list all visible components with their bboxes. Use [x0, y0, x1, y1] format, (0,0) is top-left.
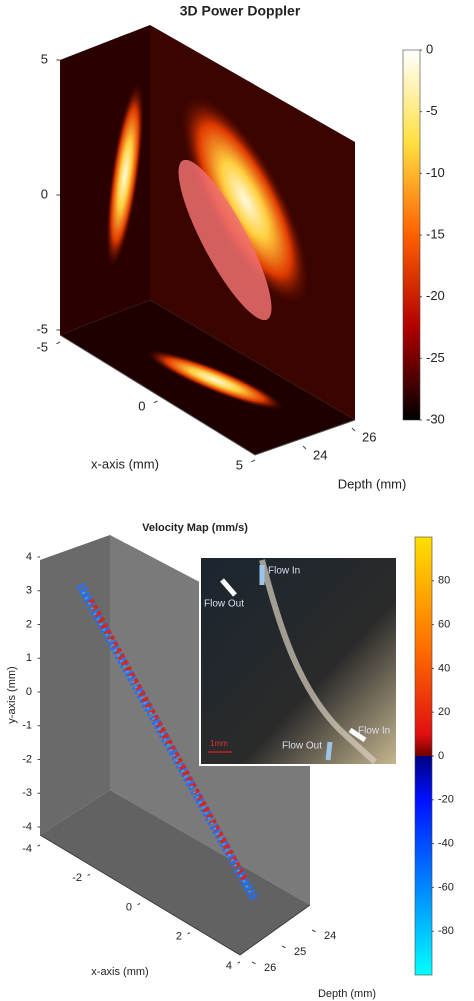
tick-label: -5	[36, 321, 48, 336]
axis-label: Depth (mm)	[338, 476, 407, 491]
tick-label: 0	[138, 398, 145, 413]
tick-mark	[251, 961, 256, 965]
tick-mark	[251, 459, 256, 463]
tick-label: 4	[26, 551, 32, 563]
tick-label: 3	[26, 585, 32, 597]
tick-label: 20	[438, 706, 450, 718]
tick-label: 0	[126, 901, 132, 913]
tick-label: 2	[26, 618, 32, 630]
tick-label: 60	[438, 619, 450, 631]
tick-label: -20	[426, 288, 445, 303]
inset-label: Flow Out	[204, 599, 244, 610]
tick-label: 40	[438, 662, 450, 674]
tick-mark	[137, 903, 141, 906]
inset-label: Flow In	[268, 566, 300, 577]
tick-label: -30	[426, 411, 445, 426]
tick-label: -80	[438, 925, 454, 937]
tick-label: 0	[26, 686, 32, 698]
inset-label: Flow In	[358, 726, 390, 737]
tick-label: 0	[438, 750, 444, 762]
tick-label: -15	[426, 226, 445, 241]
chart-title: Velocity Map (mm/s)	[142, 522, 248, 534]
tick-label: -5	[426, 103, 438, 118]
tick-label: 4	[226, 960, 232, 972]
tick-label: 24	[313, 447, 327, 462]
tick-label: 0	[41, 186, 48, 201]
tick-label: -40	[438, 838, 454, 850]
tick-label: -4	[22, 843, 32, 855]
tick-label: -2	[72, 872, 82, 884]
tick-mark	[56, 341, 61, 345]
tick-mark	[311, 929, 316, 933]
tick-label: -60	[438, 881, 454, 893]
colorbar	[414, 536, 433, 976]
tick-label: 1	[26, 652, 32, 664]
tick-label: 0	[426, 41, 433, 56]
tick-label: 5	[236, 457, 243, 472]
tick-mark	[351, 427, 356, 432]
tick-mark	[237, 961, 241, 964]
tick-label: 5	[41, 51, 48, 66]
axis-label: x-axis (mm)	[91, 456, 159, 471]
axis-label: Depth (mm)	[318, 988, 376, 1000]
tick-label: -20	[438, 794, 454, 806]
tick-label: 80	[438, 575, 450, 587]
tick-label: -1	[22, 720, 32, 732]
tick-label: -5	[36, 339, 48, 354]
tick-label: -10	[426, 165, 445, 180]
tick-label: 25	[294, 946, 306, 958]
volume-box	[59, 25, 356, 456]
tick-label: -25	[426, 350, 445, 365]
tick-mark	[281, 945, 286, 949]
tick-mark	[37, 844, 41, 847]
colorbar	[402, 49, 421, 421]
axis-label: x-axis (mm)	[91, 966, 148, 978]
axis-label: y-axis (mm)	[6, 666, 18, 723]
tick-mark	[87, 873, 91, 876]
tick-label: -3	[22, 787, 32, 799]
chart-title: 3D Power Doppler	[180, 3, 301, 19]
inset-photo: Flow In Flow Out Flow In Flow Out 1mm	[199, 556, 398, 766]
tick-label: 26	[362, 429, 376, 444]
tick-mark	[187, 932, 191, 935]
tick-mark	[153, 400, 158, 404]
tick-label: 2	[176, 931, 182, 943]
tick-label: -4	[22, 821, 32, 833]
tick-label: -2	[22, 753, 32, 765]
inset-label: Flow Out	[282, 741, 322, 752]
tick-label: 26	[264, 962, 276, 974]
tick-label: 24	[324, 930, 336, 942]
tick-mark	[302, 445, 307, 450]
inset-label: 1mm	[210, 739, 228, 748]
